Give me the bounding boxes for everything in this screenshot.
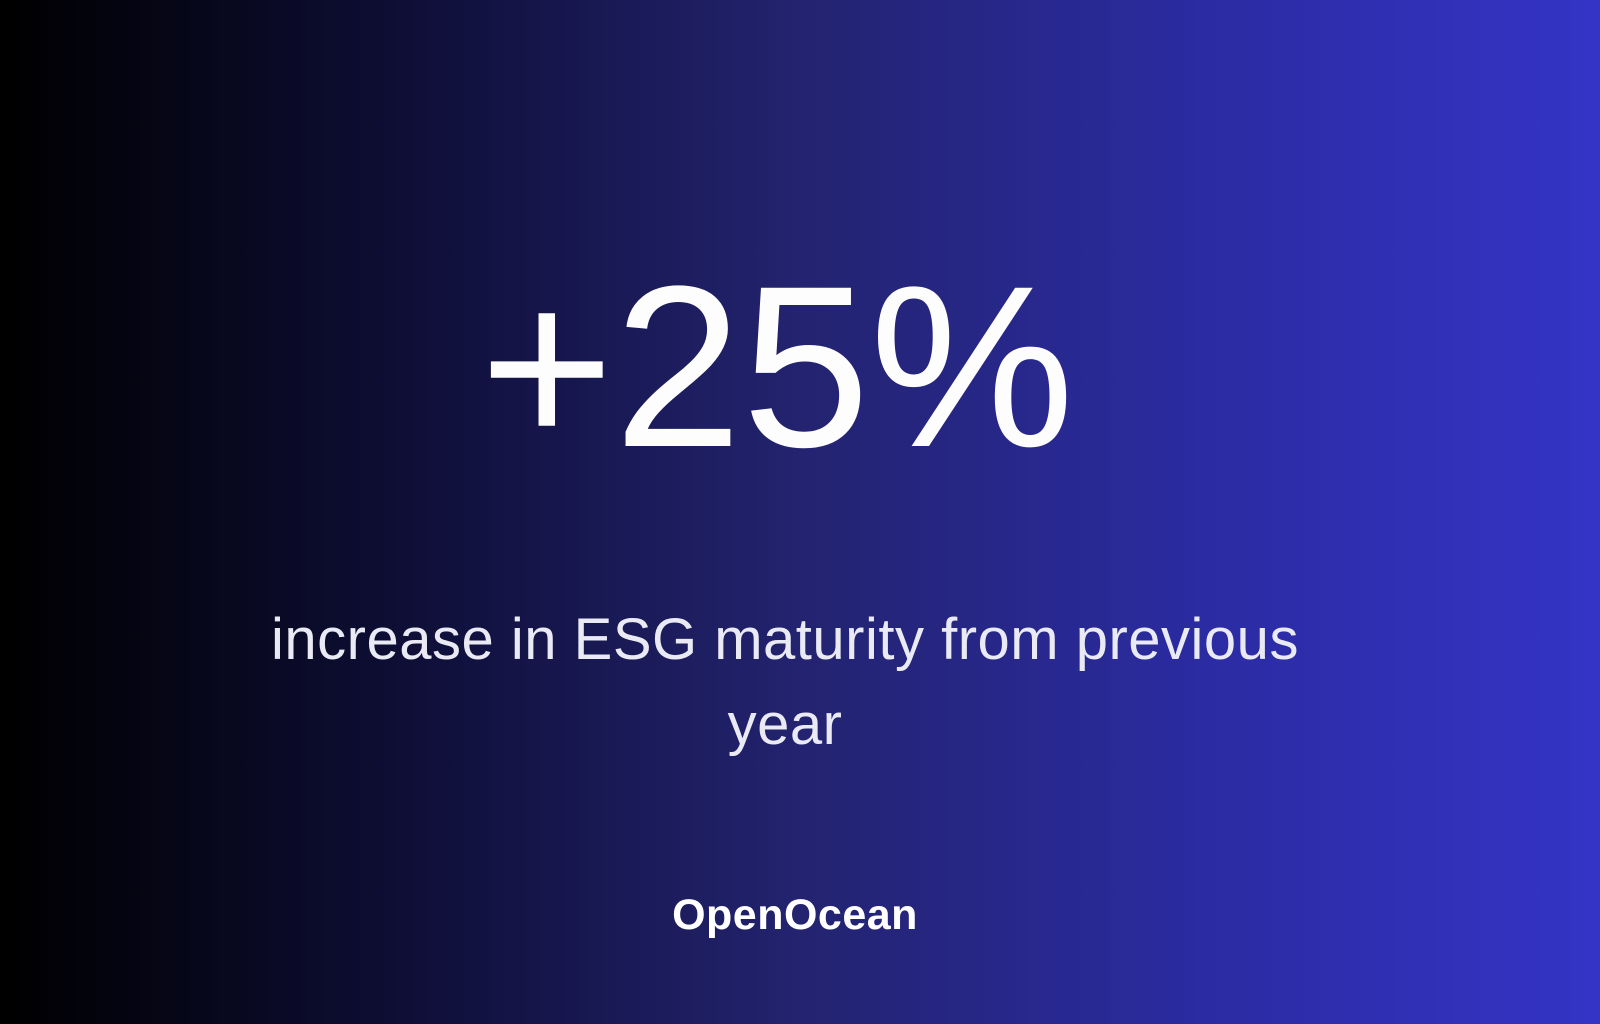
stat-value: +25% — [479, 238, 1075, 495]
stat-description: increase in ESG maturity from previous y… — [271, 607, 1299, 757]
openocean-logo: OpenOcean — [672, 891, 918, 939]
